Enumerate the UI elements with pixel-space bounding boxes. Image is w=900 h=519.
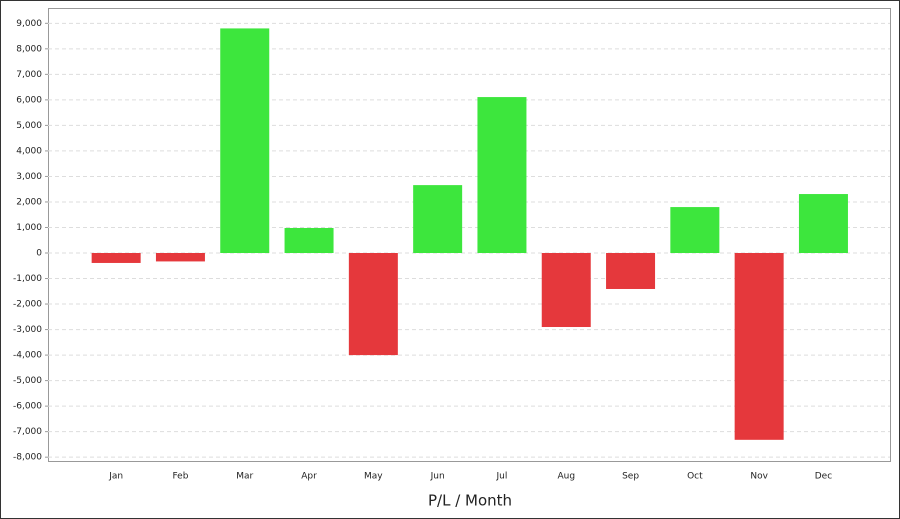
bar (413, 185, 463, 254)
y-tick-label: -6,000 (13, 402, 42, 412)
y-tick-label: 7,000 (16, 70, 42, 80)
y-tick-label: -2,000 (13, 300, 42, 310)
y-tick-label: -3,000 (13, 325, 42, 335)
y-tick-label: 5,000 (16, 121, 42, 131)
x-tick-label: Jun (430, 472, 445, 482)
x-tick-label: Sep (622, 472, 639, 482)
y-tick-label: -5,000 (13, 376, 42, 386)
x-tick-label: Feb (172, 472, 188, 482)
bar (284, 227, 334, 254)
y-tick-label: -4,000 (13, 351, 42, 361)
bar (541, 253, 591, 328)
x-tick-label: Jul (496, 472, 508, 482)
y-tick-label: 0 (36, 249, 42, 259)
x-tick-label: Mar (236, 472, 253, 482)
y-tick-label: 6,000 (16, 95, 42, 105)
x-tick-label: Dec (815, 472, 832, 482)
x-axis-label: P/L / Month (428, 492, 512, 510)
y-tick-label: 4,000 (16, 146, 42, 156)
x-tick-label: Oct (687, 472, 703, 482)
y-tick-label: -7,000 (13, 427, 42, 437)
bar (606, 253, 656, 289)
y-tick-label: 1,000 (16, 223, 42, 233)
bar (477, 97, 527, 254)
y-tick-label: 2,000 (16, 197, 42, 207)
x-tick-label: Jan (108, 472, 123, 482)
y-tick-label: 3,000 (16, 172, 42, 182)
bar (734, 253, 784, 440)
bar (91, 253, 141, 263)
bar (670, 207, 720, 254)
x-tick-label: Apr (301, 472, 317, 482)
x-tick-label: Aug (557, 472, 575, 482)
bar (348, 253, 398, 356)
bar (155, 253, 205, 262)
bar (220, 28, 270, 254)
x-tick-label: Nov (750, 472, 768, 482)
y-tick-label: 8,000 (16, 44, 42, 54)
y-tick-label: 9,000 (16, 19, 42, 29)
y-tick-label: -8,000 (13, 453, 42, 463)
y-tick-label: -1,000 (13, 274, 42, 284)
x-tick-label: May (364, 472, 383, 482)
bar (798, 194, 848, 254)
